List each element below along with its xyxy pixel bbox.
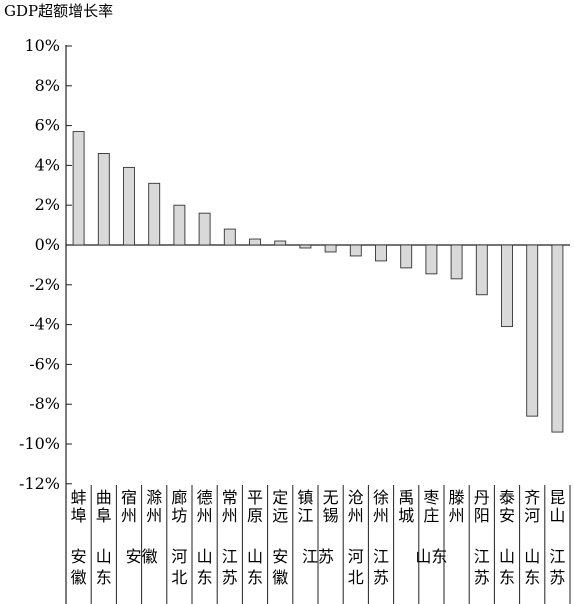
bar — [274, 240, 287, 246]
y-tick-label: 6% — [35, 116, 60, 135]
category-label: 宿州 — [121, 488, 137, 525]
category-label: 无锡 — [323, 488, 339, 525]
bar — [72, 131, 85, 246]
category-label: 常州 — [222, 488, 238, 525]
bar — [425, 244, 438, 275]
category-label: 泰安 — [499, 488, 515, 525]
category-label: 平原 — [247, 488, 263, 525]
province-label: 山东 — [415, 547, 447, 566]
province-label: 江苏 — [474, 547, 490, 587]
province-label: 安徽 — [71, 547, 87, 587]
category-label: 镇江 — [297, 488, 313, 525]
province-label: 江苏 — [222, 547, 238, 587]
category-label: 滁州 — [146, 488, 162, 525]
category-label: 沧州 — [348, 488, 364, 525]
bar — [526, 244, 539, 417]
bar — [249, 238, 261, 246]
category-label: 滕州 — [449, 488, 465, 525]
y-tick-label: -8% — [29, 394, 60, 413]
bar — [223, 228, 236, 246]
category-label: 昆山 — [549, 488, 565, 525]
bar — [299, 244, 312, 249]
y-tick-label: 4% — [35, 155, 60, 174]
province-label: 安徽 — [272, 547, 288, 587]
category-label: 廊坊 — [171, 488, 187, 525]
province-label: 江苏 — [302, 547, 334, 566]
province-label: 山东 — [197, 547, 213, 587]
category-label: 禹城 — [398, 488, 414, 525]
category-label: 枣庄 — [423, 488, 439, 525]
province-label: 安徽 — [126, 547, 158, 566]
y-tick-label: 0% — [35, 235, 60, 254]
bar — [97, 153, 110, 246]
province-label: 山东 — [524, 547, 540, 587]
category-label: 曲阜 — [96, 488, 112, 525]
bar — [501, 244, 513, 328]
y-tick-label: -10% — [19, 434, 60, 453]
y-tick-label: 2% — [35, 195, 60, 214]
bar — [324, 244, 337, 253]
bar — [148, 182, 161, 246]
y-tick-label: 8% — [35, 76, 60, 95]
y-axis-title: GDP超额增长率 — [4, 2, 113, 20]
y-tick-label: -4% — [29, 315, 60, 334]
bar — [349, 244, 362, 257]
province-label: 江苏 — [373, 547, 389, 587]
bar — [400, 244, 413, 269]
province-label: 河北 — [348, 547, 364, 587]
bar — [450, 244, 463, 280]
province-label: 河北 — [171, 547, 187, 587]
bar — [375, 244, 387, 262]
province-label: 山东 — [499, 547, 515, 587]
bar — [173, 204, 186, 246]
y-tick-label: -12% — [19, 474, 60, 493]
category-label: 定远 — [272, 488, 288, 525]
bar — [551, 244, 564, 433]
y-tick-label: -2% — [29, 275, 60, 294]
y-tick-label: 10% — [24, 36, 60, 55]
category-label: 德州 — [197, 488, 213, 525]
province-label: 江苏 — [549, 547, 565, 587]
province-label: 山东 — [247, 547, 263, 587]
category-label: 蚌埠 — [71, 488, 87, 525]
category-label: 丹阳 — [474, 488, 490, 525]
category-label: 徐州 — [373, 488, 389, 525]
bar — [198, 212, 211, 246]
bar — [475, 244, 488, 296]
bar — [123, 166, 135, 246]
province-label: 山东 — [96, 547, 112, 587]
y-tick-label: -6% — [29, 354, 60, 373]
category-label: 齐河 — [524, 488, 540, 525]
